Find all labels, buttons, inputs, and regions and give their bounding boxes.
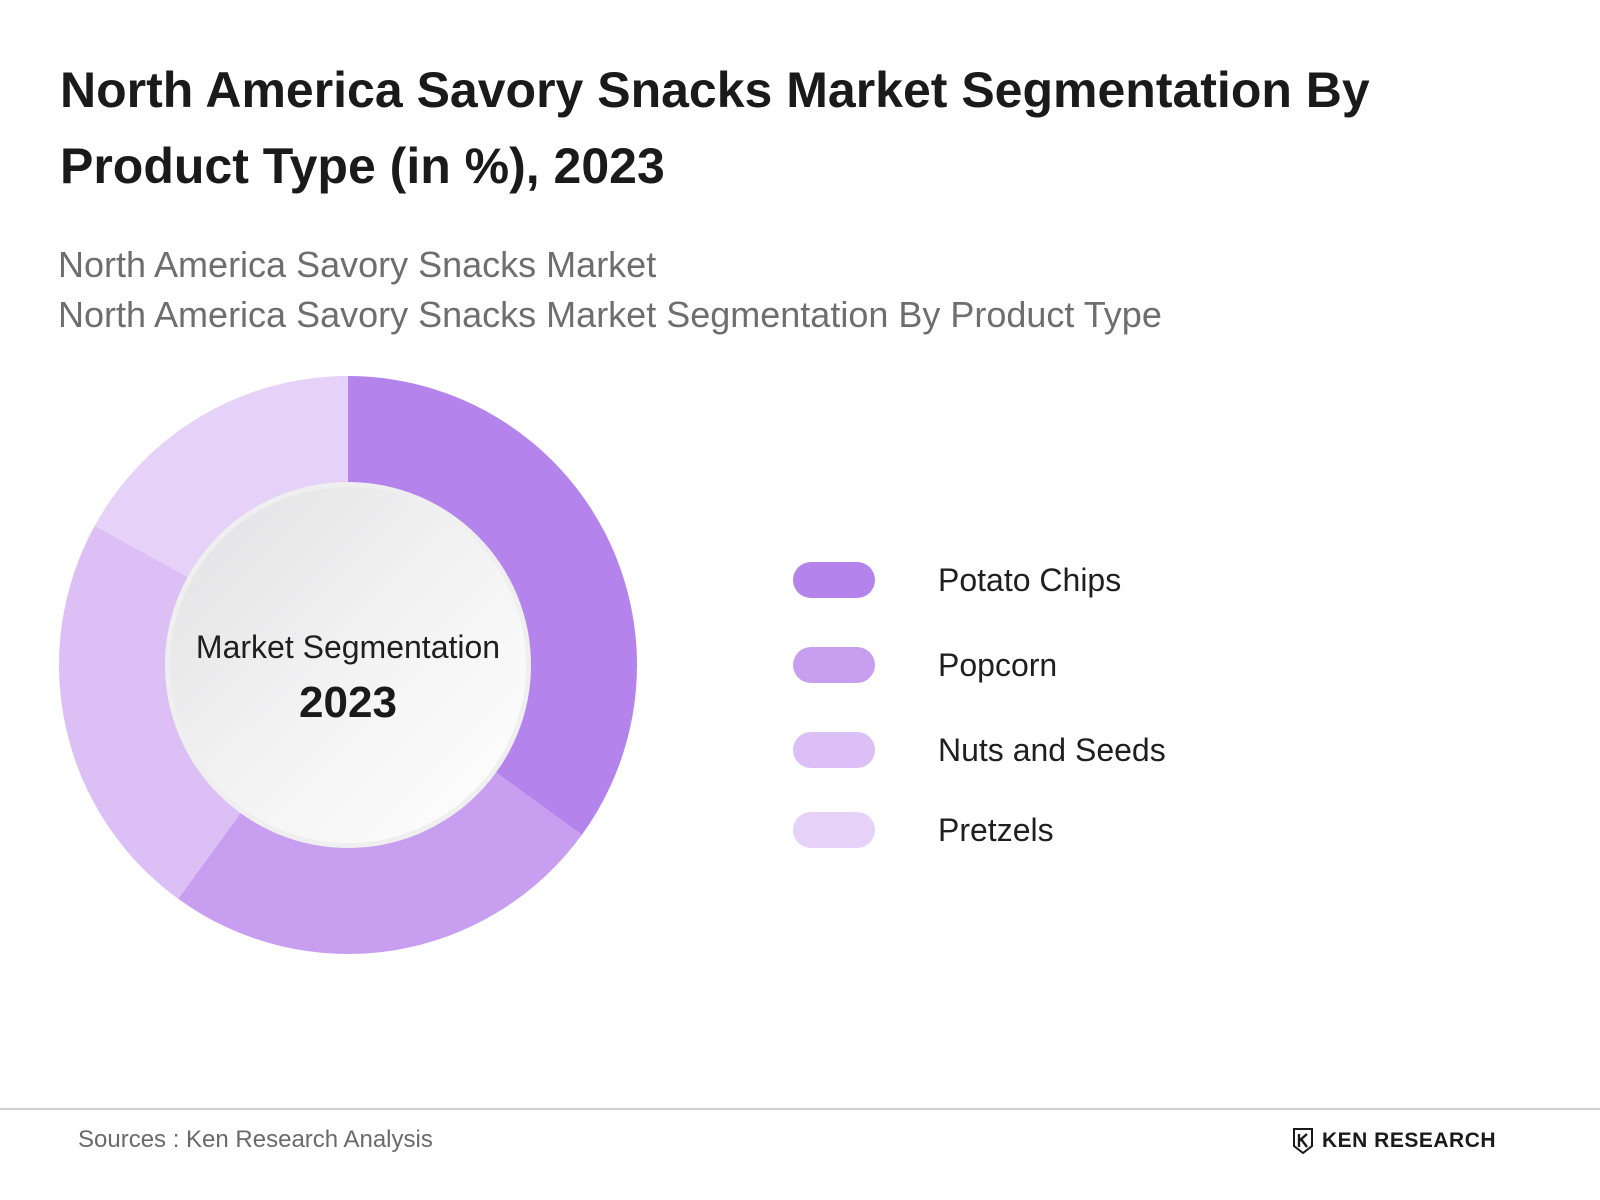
ken-research-logo-icon (1293, 1128, 1313, 1154)
donut-slices (59, 376, 637, 954)
legend-item-potato-chips: Potato Chips (793, 560, 1393, 600)
legend-swatch (793, 812, 875, 848)
chart-subtitle: North America Savory Snacks Market North… (58, 240, 1458, 340)
legend-item-pretzels: Pretzels (793, 810, 1393, 850)
legend-item-nuts-and-seeds: Nuts and Seeds (793, 730, 1393, 770)
subtitle-line-2: North America Savory Snacks Market Segme… (58, 294, 1162, 335)
legend-item-popcorn: Popcorn (793, 645, 1393, 685)
legend-label: Popcorn (938, 647, 1058, 683)
donut-slice-pretzels (94, 376, 348, 580)
legend-swatch (793, 732, 875, 768)
footer-divider (0, 1108, 1600, 1110)
legend-swatch (793, 562, 875, 598)
donut-slice-nuts-and-seeds (59, 525, 244, 899)
legend-label: Nuts and Seeds (938, 732, 1166, 768)
legend-swatch (793, 647, 875, 683)
legend-label: Potato Chips (938, 562, 1122, 598)
donut-slice-popcorn (178, 769, 582, 954)
donut-slice-potato-chips (348, 376, 637, 835)
center-year: 2023 (299, 678, 397, 727)
donut-chart: Market Segmentation 2023 (59, 376, 637, 954)
subtitle-line-1: North America Savory Snacks Market (58, 244, 657, 285)
chart-title: North America Savory Snacks Market Segme… (60, 62, 1370, 194)
chart-legend: Potato Chips Popcorn Nuts and Seeds Pret… (793, 0, 1393, 1200)
donut-center-disc (170, 487, 526, 843)
source-note: Sources : Ken Research Analysis (78, 1126, 433, 1153)
center-label: Market Segmentation (196, 629, 500, 665)
legend-label: Pretzels (938, 812, 1054, 848)
ken-research-logo: KEN RESEARCH (1292, 1126, 1512, 1156)
logo-text: KEN RESEARCH (1322, 1129, 1497, 1152)
